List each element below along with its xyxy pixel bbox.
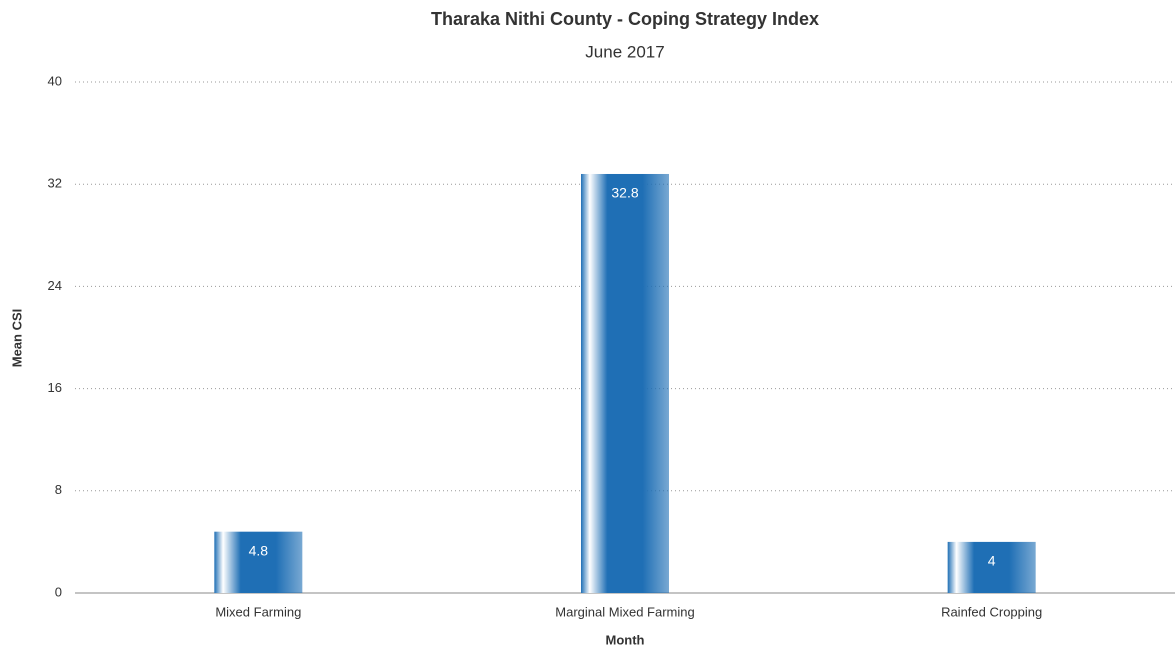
y-tick-label: 24 [48,278,62,293]
data-label: 4.8 [249,542,269,558]
y-tick-label: 32 [48,176,62,191]
y-tick-label: 8 [55,482,62,497]
y-axis-label: Mean CSI [9,309,24,368]
x-axis-label: Month [606,632,645,647]
data-label: 4 [988,553,996,569]
x-tick-label: Rainfed Cropping [941,604,1042,619]
bar [947,541,1036,593]
y-tick-label: 16 [48,380,62,395]
chart-subtitle: June 2017 [585,42,664,61]
x-tick-label: Mixed Farming [215,604,301,619]
chart-title: Tharaka Nithi County - Coping Strategy I… [431,9,819,29]
y-tick-label: 0 [55,584,62,599]
bar [214,531,303,593]
x-tick-label: Marginal Mixed Farming [555,604,694,619]
data-label: 32.8 [611,185,638,201]
y-tick-label: 40 [48,73,62,88]
bar [581,173,669,594]
